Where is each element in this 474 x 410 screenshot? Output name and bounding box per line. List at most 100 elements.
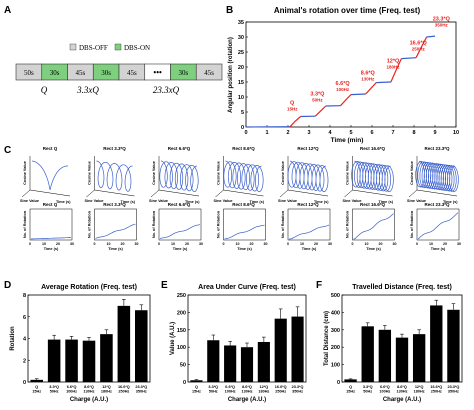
bar [30,379,43,382]
helix-sine-axis [408,189,418,198]
helix-time-axis [287,189,329,197]
rect-title-top: Rect 16.6*Q [360,146,386,151]
time-tick-label: 20 [121,242,125,246]
category-sublabel: 180Hz [258,390,269,394]
category-sublabel: 350Hz [136,390,147,394]
bar [117,305,131,382]
y-tick-label: 15 [238,80,244,86]
category-label: Q [35,385,38,389]
rotation-count-line [289,224,330,240]
helix-trajectory-line [223,160,264,193]
y-tick-label: 500 [331,293,340,299]
y-tick-label: 400 [331,310,340,316]
helix-trajectory-line [96,160,133,192]
chart-b-ylabel: Angular position (rotation) [228,37,234,113]
bar [291,316,304,382]
bar-chart-xlabel: Charge (A.U.) [228,397,266,403]
area-under-curve-chart: Area Under Curve (Freq. test) 0 50 100 150 20… [170,284,307,403]
time-tick-label: 30 [135,242,139,246]
bar-chart-ylabel: Rotation [10,326,16,351]
rotation-count-line [30,237,71,240]
helix-sine-label: Sine Value [149,199,168,203]
helix-sine-axis [344,189,353,198]
category-sublabel: 15Hz [32,390,41,394]
panel-letter-f: F [316,280,322,291]
category-label: 23.3*Q [448,385,460,389]
category-sublabel: 130Hz [242,390,253,394]
category-label: 16.6*Q [430,385,442,389]
category-sublabel: 180Hz [414,390,425,394]
category-sublabel: 50Hz [50,390,59,394]
helix-time-axis [352,189,393,197]
time-tick-label: 20 [443,242,447,246]
category-sublabel: 50Hz [209,390,218,394]
y-tick-label: 200 [177,310,186,316]
bar [82,340,96,382]
rotation-plot-frame [223,208,266,241]
x-tick-label: 0 [244,130,247,136]
bar-chart-ylabel: Value (A.U.) [170,322,176,355]
y-tick-label: 25 [238,50,244,56]
rotation-time-label: Time (s) [302,247,317,251]
y-tick-label: 4 [23,337,27,343]
category-label: 12*Q [415,385,424,389]
helix-cosine-label: Cosine Value [410,161,414,185]
time-tick-label: 20 [314,242,318,246]
category-sublabel: 100Hz [66,390,77,394]
time-tick-label: 20 [250,242,254,246]
y-tick-label: 2 [23,358,26,364]
category-label: 23.3*Q [135,385,147,389]
category-sublabel: 180Hz [101,390,112,394]
time-tick-label: 0 [158,242,160,246]
time-tick-label: 30 [264,242,268,246]
time-tick-label: 10 [300,242,304,246]
time-tick-label: 0 [416,242,418,246]
time-tick-label: 20 [185,242,189,246]
rotation-plot-frame [287,208,331,241]
legend-on-label: DBS-ON [124,44,150,52]
bar-chart-title: Travelled Distance (Freq. test) [352,284,452,291]
rest-segment-line [426,35,436,38]
bar [257,341,270,382]
protocol-label-3x: 3.3xQ [76,85,99,95]
protocol-block-label: 45s [76,69,86,77]
helix-time-label: Time (s) [379,200,394,204]
category-label: 8.6*Q [84,385,94,389]
time-tick-label: 10 [107,242,111,246]
freq-annotation-top: 8.6*Q [361,71,376,77]
helix-cosine-label: Cosine Value [346,161,350,185]
time-tick-label: 10 [429,242,433,246]
category-label: 8.6*Q [397,385,407,389]
legend-on-swatch [114,43,122,51]
freq-annotation-bottom: 350Hz [435,23,449,28]
rotation-time-label: Time (s) [237,247,252,251]
helix-time-label: Time (s) [443,200,458,204]
y-tick-label: 8 [23,293,26,299]
freq-annotation-bottom: 50Hz [312,98,323,103]
chart-b-frame [245,21,457,128]
category-sublabel: 130Hz [84,390,95,394]
y-tick-label: 0 [183,380,186,386]
rotation-plot-frame [416,208,460,241]
protocol-block-label: ••• [153,68,162,77]
category-sublabel: 100Hz [225,390,236,394]
y-tick-label: 100 [331,363,340,369]
chart-b-title: Animal's rotation over time (Freq. test) [274,6,421,15]
time-tick-label: 0 [352,242,354,246]
y-tick-label: 35 [238,20,244,26]
protocol-block [195,63,223,81]
bar-chart-title: Area Under Curve (Freq. test) [198,284,296,291]
bar [65,339,78,382]
rotation-count-line [159,224,201,239]
x-tick-label: 4 [328,130,332,136]
helix-sine-label: Sine Value [407,199,426,203]
rotation-time-label: Time (s) [431,247,446,251]
y-tick-label: 150 [177,328,186,334]
helix-trajectory-line [32,160,68,190]
rotation-time-label: Time (s) [366,247,381,251]
travelled-distance-chart: Travelled Distance (Freq. test) 0 100 200 30… [324,284,463,403]
bar-chart-xlabel: Charge (A.U.) [70,397,108,403]
time-tick-label: 30 [199,242,203,246]
helix-time-axis [416,189,458,197]
